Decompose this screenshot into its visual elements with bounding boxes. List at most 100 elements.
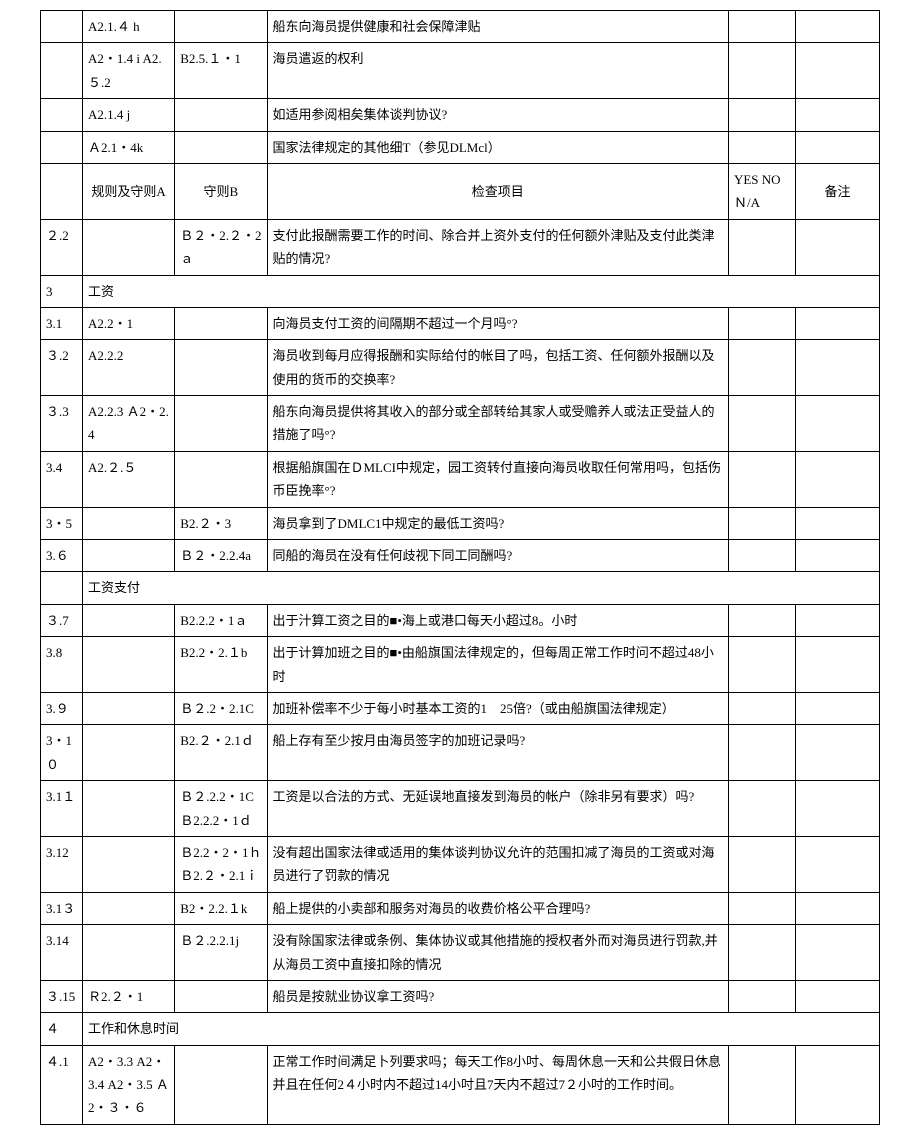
rule-b: Ｂ２.2.2.1j xyxy=(175,925,267,981)
inspection-item: 船上提供的小卖部和服务对海员的收费价格公平合理吗? xyxy=(267,892,728,924)
inspection-item: 加班补偿率不少于每小时基本工资的1 25倍?（或由船旗国法律规定） xyxy=(267,692,728,724)
rule-b: Ｂ２.2.2・1C Ｂ2.2.2・1ｄ xyxy=(175,781,267,837)
table-row: A2.1.４ h船东向海员提供健康和社会保障津贴 xyxy=(41,11,880,43)
rule-b: Ｂ２・2.2.4a xyxy=(175,540,267,572)
row-index: ３.3 xyxy=(41,396,83,452)
yes-no-na xyxy=(728,451,795,507)
remarks xyxy=(796,1045,880,1124)
rule-b: Ｂ2.2・2・1ｈ Ｂ2.２・2.1ｉ xyxy=(175,836,267,892)
yes-no-na: YES NO Ｎ/A xyxy=(728,163,795,219)
table-row: 3.６Ｂ２・2.2.4a同船的海员在没有任何歧视下同工同酬吗? xyxy=(41,540,880,572)
section-title: 工资 xyxy=(82,275,879,307)
remarks xyxy=(796,604,880,636)
inspection-item: 根据船旗国在ＤMLCI中规定，园工资转付直接向海员收取任何常用吗，包括伤币臣挽率… xyxy=(267,451,728,507)
row-index: ３.7 xyxy=(41,604,83,636)
remarks xyxy=(796,540,880,572)
table-row: ３.3A2.2.3 Ａ2・2.4船东向海员提供将其收入的部分或全部转给其家人或受… xyxy=(41,396,880,452)
inspection-item: 出于汁算工资之目的■•海上或港口每天小超过8。小时 xyxy=(267,604,728,636)
rule-a xyxy=(82,725,174,781)
row-index: 3.９ xyxy=(41,692,83,724)
section-title: 工资支付 xyxy=(82,572,879,604)
inspection-item: 海员拿到了DMLC1中规定的最低工资吗? xyxy=(267,507,728,539)
rule-a xyxy=(82,540,174,572)
rule-a: A2・3.3 A2・3.4 A2・3.5 Ａ2・３・６ xyxy=(82,1045,174,1124)
yes-no-na xyxy=(728,836,795,892)
rule-b xyxy=(175,340,267,396)
rule-a xyxy=(82,692,174,724)
yes-no-na xyxy=(728,925,795,981)
table-row: 3.12Ｂ2.2・2・1ｈ Ｂ2.２・2.1ｉ没有超出国家法律或适用的集体谈判协… xyxy=(41,836,880,892)
remarks xyxy=(796,507,880,539)
yes-no-na xyxy=(728,307,795,339)
inspection-item: 没有除国家法律或条例、集体协议或其他措施的授权者外而对海员进行罚款,并从海员工资… xyxy=(267,925,728,981)
rule-a xyxy=(82,892,174,924)
row-index xyxy=(41,43,83,99)
remarks xyxy=(796,451,880,507)
inspection-item: 国家法律规定的其他细T（参见DLMcl） xyxy=(267,131,728,163)
rule-b: B2.２・2.1ｄ xyxy=(175,725,267,781)
yes-no-na xyxy=(728,892,795,924)
rule-b xyxy=(175,307,267,339)
table-row: 3工资 xyxy=(41,275,880,307)
table-row: ３.15Ｒ2.２・1船员是按就业协议拿工资吗? xyxy=(41,980,880,1012)
row-index: ２.2 xyxy=(41,219,83,275)
inspection-item: 船东向海员提供将其收入的部分或全部转给其家人或受赡养人或法正受益人的措施了吗°? xyxy=(267,396,728,452)
remarks: 备注 xyxy=(796,163,880,219)
yes-no-na xyxy=(728,540,795,572)
yes-no-na xyxy=(728,99,795,131)
rule-b xyxy=(175,396,267,452)
rule-b: B2・2.2.１k xyxy=(175,892,267,924)
remarks xyxy=(796,836,880,892)
rule-a xyxy=(82,219,174,275)
remarks xyxy=(796,892,880,924)
rule-b: 守则B xyxy=(175,163,267,219)
table-row: 3.4A2.２.５根据船旗国在ＤMLCI中规定，园工资转付直接向海员收取任何常用… xyxy=(41,451,880,507)
rule-b: B2.２・3 xyxy=(175,507,267,539)
section-title: 工作和休息时间 xyxy=(82,1013,879,1045)
rule-b: Ｂ２.2・2.1C xyxy=(175,692,267,724)
yes-no-na xyxy=(728,604,795,636)
inspection-item: 出于计算加班之目的■•由船旗国法律规定的，但每周正常工作时问不超过48小时 xyxy=(267,637,728,693)
yes-no-na xyxy=(728,781,795,837)
rule-a xyxy=(82,781,174,837)
inspection-table: A2.1.４ h船东向海员提供健康和社会保障津贴A2・1.4 i A2.５.2B… xyxy=(40,10,880,1125)
inspection-item: 海员收到每月应得报酬和实际给付的帐目了吗，包括工资、任何额外报酬以及使用的货币的… xyxy=(267,340,728,396)
row-index: 3.8 xyxy=(41,637,83,693)
inspection-item: 检查项目 xyxy=(267,163,728,219)
remarks xyxy=(796,925,880,981)
inspection-item: 海员遣返的权利 xyxy=(267,43,728,99)
row-index: 3 xyxy=(41,275,83,307)
table-row: ３.2A2.2.2海员收到每月应得报酬和实际给付的帐目了吗，包括工资、任何额外报… xyxy=(41,340,880,396)
rule-b: B2.2・2.１b xyxy=(175,637,267,693)
inspection-item: 向海员支付工资的间隔期不超过一个月吗°? xyxy=(267,307,728,339)
table-row: 3.1A2.2・1向海员支付工资的间隔期不超过一个月吗°? xyxy=(41,307,880,339)
rule-a: A2.1.4 j xyxy=(82,99,174,131)
rule-b xyxy=(175,980,267,1012)
table-row: 规则及守则A守则B检查项目YES NO Ｎ/A备注 xyxy=(41,163,880,219)
yes-no-na xyxy=(728,507,795,539)
rule-a: 规则及守则A xyxy=(82,163,174,219)
row-index: ３.15 xyxy=(41,980,83,1012)
rule-b xyxy=(175,131,267,163)
remarks xyxy=(796,219,880,275)
yes-no-na xyxy=(728,11,795,43)
rule-a xyxy=(82,836,174,892)
yes-no-na xyxy=(728,980,795,1012)
row-index: 3.1３ xyxy=(41,892,83,924)
row-index: ４ xyxy=(41,1013,83,1045)
table-row: A2・1.4 i A2.５.2B2.5.１・1海员遣返的权利 xyxy=(41,43,880,99)
row-index: 3.14 xyxy=(41,925,83,981)
yes-no-na xyxy=(728,637,795,693)
inspection-item: 如适用参阅相矣集体谈判协议? xyxy=(267,99,728,131)
rule-b: B2.5.１・1 xyxy=(175,43,267,99)
remarks xyxy=(796,131,880,163)
inspection-item: 同船的海员在没有任何歧视下同工同酬吗? xyxy=(267,540,728,572)
rule-a xyxy=(82,604,174,636)
rule-b xyxy=(175,11,267,43)
remarks xyxy=(796,43,880,99)
rule-a: A2.2・1 xyxy=(82,307,174,339)
inspection-item: 船上存有至少按月由海员签字的加班记录吗? xyxy=(267,725,728,781)
table-row: ４.1A2・3.3 A2・3.4 A2・3.5 Ａ2・３・６正常工作时间满足卜列… xyxy=(41,1045,880,1124)
row-index: 3.4 xyxy=(41,451,83,507)
yes-no-na xyxy=(728,131,795,163)
